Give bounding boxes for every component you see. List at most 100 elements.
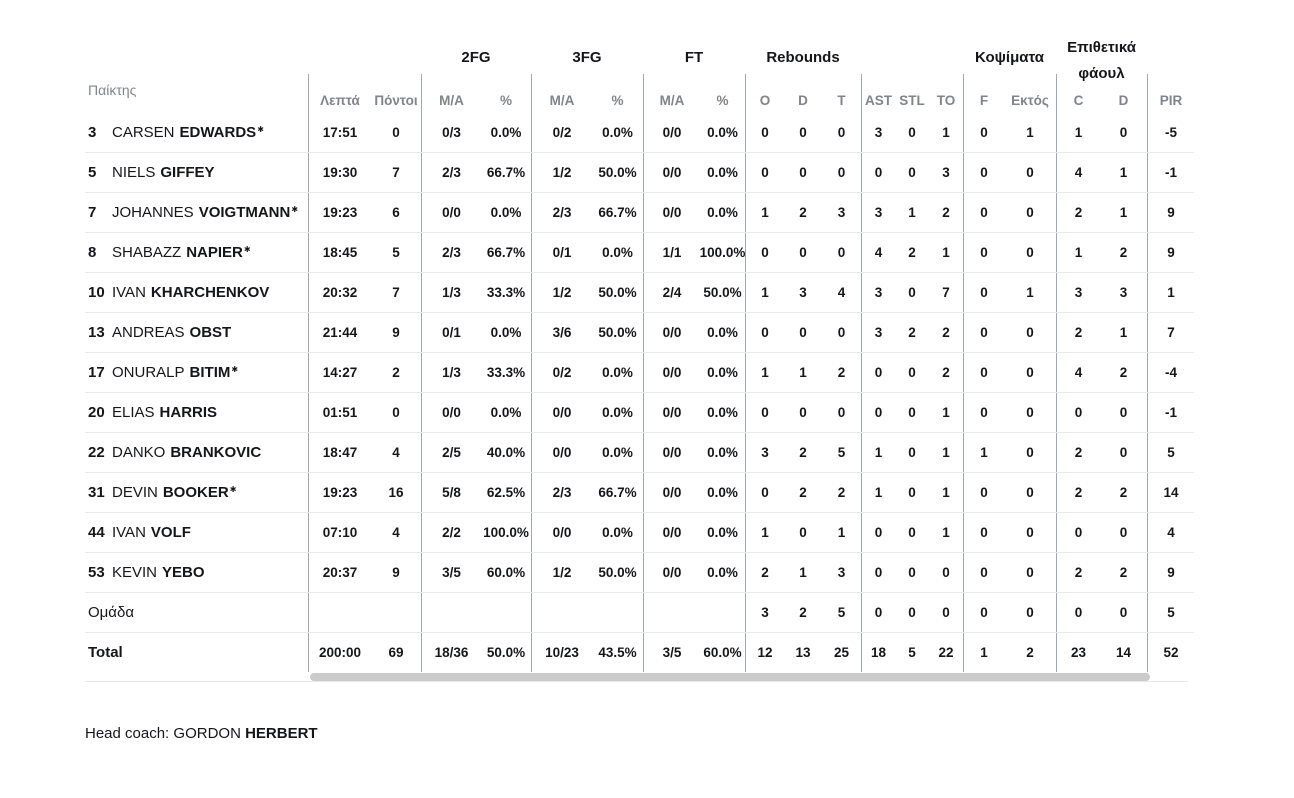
player-first-name: IVAN [112, 524, 146, 541]
total-row: Total 200:00 69 18/36 50.0% 10/23 43.5% 3/5 60.0… [85, 632, 1194, 672]
blocks-against-cell: 0 [1026, 525, 1034, 540]
fg3-made-attempt-cell: 0/2 [531, 112, 592, 152]
pir-cell: 14 [1147, 473, 1194, 512]
player-cell: 17 ONURALP BITIM✱ [85, 353, 308, 392]
ft-made-attempt-cell: 2/4 [643, 273, 700, 312]
head-coach-label: Head coach: [85, 725, 170, 742]
ft-percent-cell: 0.0% [707, 405, 738, 420]
starter-star-icon: ✱ [231, 365, 239, 374]
fg2-made-attempt-cell: 3/5 [421, 553, 481, 592]
horizontal-scrollbar [85, 672, 1194, 682]
blocks-for-cell: 0 [963, 353, 1004, 392]
fouls-drawn-cell: 1 [1119, 205, 1128, 220]
pir-cell: 52 [1147, 633, 1194, 672]
turnovers-cell: 1 [942, 405, 950, 420]
fg3-percent-cell: 50.0% [598, 565, 637, 580]
fg3-made-attempt-cell: 1/2 [531, 273, 592, 312]
fg2-made-attempt-cell: 0/3 [421, 112, 481, 152]
rebound-off-cell: 0 [745, 153, 784, 192]
player-cell: 22 DANKO BRANKOVIC [85, 433, 308, 472]
points-cell: 6 [392, 205, 400, 220]
player-row: 31 DEVIN BOOKER✱ 19:23 16 5/8 62.5% 2/3 66.7% 0/0… [85, 472, 1194, 512]
fouls-committed-cell: 4 [1056, 353, 1100, 392]
fouls-committed-cell: 0 [1056, 513, 1100, 552]
player-row: 20 ELIAS HARRIS 01:51 0 0/0 0.0% 0/0 0.0% 0/0 0.0%… [85, 392, 1194, 432]
rebound-def-cell: 1 [799, 365, 807, 380]
group-header-row: 2FG 3FG FT Rebounds Κοψίματα [85, 40, 1194, 74]
horizontal-scrollbar-thumb[interactable] [310, 673, 1150, 681]
fouls-drawn-cell: 2 [1119, 485, 1128, 500]
fg3-percent-cell: 66.7% [598, 205, 637, 220]
player-first-name: IVAN [112, 284, 146, 301]
player-name: KEVIN YEBO [112, 564, 205, 581]
player-name: CARSEN EDWARDS✱ [112, 124, 264, 141]
group-header-offensive-fouls-line2: φάουλ [1078, 65, 1125, 82]
ft-made-attempt-cell [643, 593, 700, 632]
pir-cell: 7 [1147, 313, 1194, 352]
steals-cell: 1 [908, 205, 916, 220]
fg2-made-attempt-cell: 2/3 [421, 153, 481, 192]
rebound-total-cell: 4 [837, 285, 846, 300]
fg2-percent-cell: 33.3% [486, 285, 526, 300]
minutes-cell: 07:10 [308, 513, 371, 552]
player-first-name: ONURALP [112, 364, 185, 381]
rebound-def-cell: 2 [799, 445, 807, 460]
turnovers-cell: 2 [942, 325, 950, 340]
fg2-made-attempt-cell: 1/3 [421, 273, 481, 312]
fg3-percent-cell: 43.5% [598, 645, 637, 660]
blocks-against-cell: 0 [1026, 605, 1034, 620]
ft-made-attempt-cell: 0/0 [643, 313, 700, 352]
rebound-off-cell: 1 [745, 273, 784, 312]
fg3-percent-cell: 50.0% [598, 325, 637, 340]
group-header-rebounds: Rebounds [766, 48, 840, 66]
rebound-total-cell: 2 [837, 485, 846, 500]
player-row: 10 IVAN KHARCHENKOV 20:32 7 1/3 33.3% 1/2 50.0% 2… [85, 272, 1194, 312]
points-cell: 0 [392, 124, 400, 140]
player-row: 8 SHABAZZ NAPIER✱ 18:45 5 2/3 66.7% 0/1 0.0% 1/1 1… [85, 232, 1194, 272]
rebound-total-cell: 0 [837, 325, 846, 340]
fouls-drawn-cell: 1 [1119, 165, 1128, 180]
fouls-committed-cell: 1 [1056, 233, 1100, 272]
fg2-percent-cell: 50.0% [486, 645, 526, 660]
group-header-2fg: 2FG [461, 48, 491, 66]
steals-cell: 0 [908, 405, 916, 420]
blocks-against-cell: 0 [1026, 565, 1034, 580]
fg3-percent-cell: 0.0% [602, 245, 633, 260]
assists-cell: 4 [861, 233, 895, 272]
player-last-name: NAPIER [186, 244, 243, 261]
player-last-name: EDWARDS [179, 123, 257, 141]
points-cell: 7 [392, 165, 400, 180]
player-name: JOHANNES VOIGTMANN✱ [112, 204, 298, 221]
player-name: DANKO BRANKOVIC [112, 444, 261, 461]
player-last-name: GIFFEY [160, 164, 215, 181]
minutes-cell: 18:45 [308, 233, 371, 272]
minutes-cell: 20:37 [308, 553, 371, 592]
assists-cell: 0 [861, 153, 895, 192]
rebound-total-cell: 0 [837, 245, 846, 260]
rebound-def-cell: 3 [799, 285, 807, 300]
column-header-ft-ma: M/A [643, 74, 700, 112]
points-cell [371, 593, 421, 632]
pir-cell: 9 [1147, 233, 1194, 272]
rebound-off-cell: 0 [745, 393, 784, 432]
blocks-for-cell: 0 [963, 513, 1004, 552]
ft-percent-cell: 100.0% [699, 245, 746, 260]
player-first-name: JOHANNES [112, 204, 194, 221]
group-header-ft: FT [684, 48, 704, 66]
fg2-percent-cell: 0.0% [490, 325, 522, 340]
row-label: Ομάδα [88, 604, 135, 621]
fg3-made-attempt-cell: 2/3 [531, 473, 592, 512]
fg3-made-attempt-cell: 10/23 [531, 633, 592, 672]
player-first-name: DANKO [112, 444, 166, 461]
fg3-made-attempt-cell [531, 593, 592, 632]
blocks-for-cell: 0 [963, 393, 1004, 432]
player-row: 44 IVAN VOLF 07:10 4 2/2 100.0% 0/0 0.0% 0/0 0.0% 1… [85, 512, 1194, 552]
fg2-percent-cell: 66.7% [486, 165, 526, 180]
fouls-drawn-cell: 2 [1119, 365, 1128, 380]
blocks-for-cell: 0 [963, 273, 1004, 312]
group-header-blocks: Κοψίματα [974, 48, 1045, 66]
ft-percent-cell: 0.0% [707, 165, 738, 180]
fg3-percent-cell: 0.0% [602, 124, 633, 140]
rebound-total-cell: 0 [837, 124, 846, 140]
player-last-name: BRANKOVIC [170, 444, 262, 461]
